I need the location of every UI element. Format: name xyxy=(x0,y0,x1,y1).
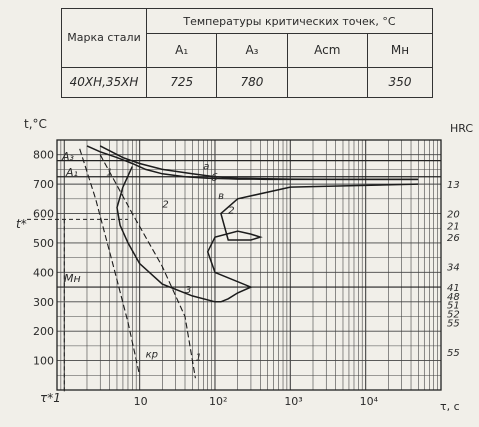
tau-star-label: τ*1 xyxy=(40,391,61,405)
acm-header: Acm xyxy=(286,33,369,68)
x-tick-label: 10 xyxy=(134,395,148,408)
ttt-curve xyxy=(116,166,419,303)
t-star-label: t* xyxy=(16,217,27,231)
cooling-curve xyxy=(79,148,141,376)
a3-value: 780 xyxy=(216,66,288,99)
mn-header: Mн xyxy=(367,33,433,68)
x-axis-label: τ, с xyxy=(440,400,460,413)
critical-temps-header: Температуры критических точек, °С xyxy=(146,7,433,35)
hrc-value: 20 xyxy=(447,210,460,221)
acm-value xyxy=(286,66,369,99)
hrc-value: 13 xyxy=(447,180,460,191)
x-tick-label: 10² xyxy=(209,395,227,408)
x-tick-label: 10³ xyxy=(284,395,302,408)
a1-header: A₁ xyxy=(145,33,218,68)
hrc-value: 55 xyxy=(447,318,460,329)
curve-label: б xyxy=(212,172,218,184)
y-tick-label: 500 xyxy=(33,237,54,250)
critical-points-table: Марка стали Температуры критических точе… xyxy=(61,7,433,99)
hrc-value: 41 xyxy=(447,283,460,294)
a3-header: A₃ xyxy=(216,33,288,68)
hrc-value: 34 xyxy=(447,262,460,273)
hrc-value: 48 xyxy=(447,292,460,303)
steel-grade-header: Марка стали xyxy=(61,8,147,68)
hrc-value: 51 xyxy=(447,301,460,312)
y-tick-label: 800 xyxy=(33,149,54,162)
hrc-value: 26 xyxy=(447,233,460,244)
y-tick-label: 600 xyxy=(33,208,54,221)
y-tick-label: 400 xyxy=(33,266,54,279)
x-tick-label: 10⁴ xyxy=(360,395,379,408)
a1-value: 725 xyxy=(145,66,218,99)
hrc-axis-label: HRC xyxy=(450,122,473,135)
y-tick-label: 200 xyxy=(33,325,54,338)
cooling-curve xyxy=(99,154,196,379)
curve-label: 2 xyxy=(162,200,168,211)
curve-label: 2 xyxy=(228,206,234,217)
curve-label: кр xyxy=(146,350,158,361)
mn-value: 350 xyxy=(367,66,433,99)
ttt-diagram: 800 700 600 500 400 300 200 100 10 10² 10³ 10⁴ 13 20 2… xyxy=(0,100,479,423)
steel-grade-cell: 40ХН,35ХН xyxy=(61,66,147,99)
hrc-value: 52 xyxy=(447,310,460,321)
hrc-value: 55 xyxy=(447,348,460,359)
plot-frame xyxy=(56,139,442,391)
curve-label: а xyxy=(203,161,209,172)
y-axis-label: t,°C xyxy=(24,117,47,131)
y-tick-label: 700 xyxy=(33,178,54,191)
a3-line-label: A₃ xyxy=(61,150,75,163)
y-tick-label: 300 xyxy=(33,296,54,309)
curve-label: 1 xyxy=(195,353,201,364)
curve-label: 1 xyxy=(106,167,112,178)
y-tick-label: 100 xyxy=(33,355,54,368)
curve-label: 3 xyxy=(185,285,191,296)
a1-line-label: A₁ xyxy=(65,166,78,179)
mn-line-label: Mн xyxy=(64,272,81,285)
ttt-curve xyxy=(99,145,419,181)
curve-label: в xyxy=(218,191,224,202)
hrc-value: 21 xyxy=(447,221,460,232)
